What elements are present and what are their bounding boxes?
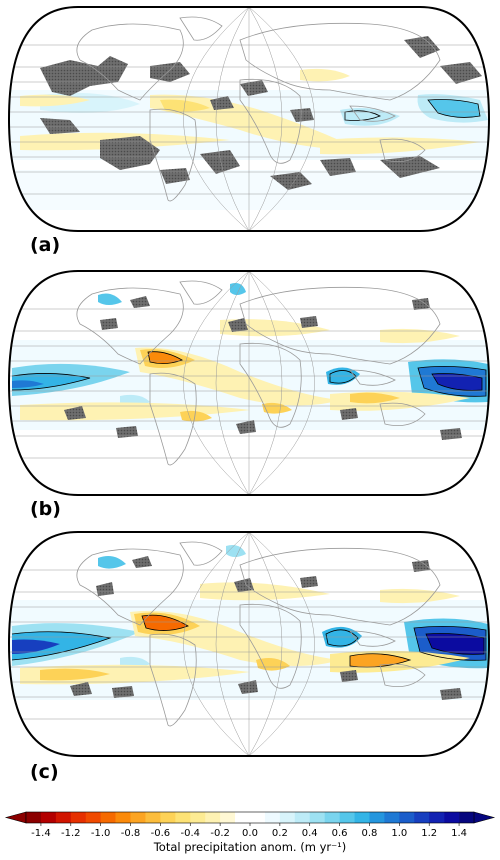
colorbar-cell [279,812,296,823]
panel-label: (b) [30,498,61,520]
anomaly-negative [380,588,460,604]
colorbar-cell [459,812,475,823]
colorbar-tick-label: 0.8 [362,828,378,839]
colorbar-cell [70,812,87,823]
anomaly-negative [300,68,350,82]
anomaly-positive [12,639,60,654]
coastlines [76,541,441,727]
colorbar-tick-label: -0.6 [151,828,171,839]
colorbar-cell [444,812,460,823]
contour-lines [344,99,481,121]
anomaly-negative [20,94,90,107]
colorbar-cell [264,812,281,823]
coastlines [76,280,441,466]
panel-label: (a) [30,234,60,256]
anomaly-negative [200,582,330,601]
map-frame [7,531,491,757]
colorbar-cell [85,812,101,823]
anomaly-positive [226,545,246,557]
anomaly-negative [350,392,400,404]
colorbar-cell [205,812,221,823]
colorbar-cell [369,812,385,823]
colorbar-tick-label: -1.4 [31,828,51,839]
colorbar-tick-label: -0.4 [181,828,201,839]
colorbar-cell [55,812,72,823]
coastlines [76,16,441,202]
colorbar-tick-label: -0.2 [210,828,230,839]
colorbar-cell [324,812,340,823]
colorbar-cell [145,812,161,823]
colorbar-tick-label: -1.0 [91,828,111,839]
colorbar-cell [220,812,236,823]
colorbar-extend-max [473,811,496,824]
colorbar-cell [399,812,415,823]
colorbar-cell [294,812,311,823]
anomaly-negative [148,351,182,364]
anomaly-negative [160,99,210,112]
anomaly-negative [142,615,188,631]
anomaly-negative [320,137,480,155]
colorbar-ticks: -1.4 -1.2 -1.0 -0.8 -0.6 -0.4 -0.2 0.0 0.2 0.4 0.6… [31,823,467,839]
colorbar-cell [160,812,176,823]
anomaly-negative [40,668,110,681]
map-frame [7,6,491,232]
colorbar-cell [250,812,266,823]
colorbar-cell [354,812,370,823]
map-panel-b: (b) [7,270,491,520]
map-frame [7,270,491,496]
colorbar-cell [100,812,116,823]
colorbar-cell [235,812,251,823]
anomaly-positive [12,380,44,388]
anomaly-positive [98,293,122,305]
colorbar: -1.4 -1.2 -1.0 -0.8 -0.6 -0.4 -0.2 0.0 0.2 0.4 0.6… [4,811,496,854]
anomaly-negative [180,410,212,422]
colorbar-cell [130,812,146,823]
panel-label: (c) [30,761,59,783]
colorbar-cell [309,812,325,823]
anomaly-positive [428,99,480,118]
colorbar-tick-label: -1.2 [61,828,81,839]
colorbar-tick-label: 0.4 [302,828,318,839]
colorbar-extend-min [4,811,27,824]
colorbar-tick-label: -0.8 [121,828,141,839]
colorbar-title: Total precipitation anom. (m yr⁻¹) [153,840,347,854]
colorbar-cell [175,812,191,823]
anomaly-negative [262,402,292,414]
colorbar-tick-label: 0.2 [272,828,288,839]
anomaly-positive [230,283,246,295]
colorbar-cells [4,811,496,824]
anomaly-negative [220,319,330,337]
colorbar-cell [339,812,355,823]
colorbar-cell [26,812,42,823]
colorbar-cell [40,812,57,823]
colorbar-cell [429,812,445,823]
colorbar-cell [190,812,206,823]
colorbar-cell [414,812,430,823]
colorbar-tick-label: 0.0 [242,828,258,839]
anomaly-positive [426,633,484,655]
anomaly-positive [98,556,126,569]
colorbar-cell [384,812,400,823]
contour-lines [11,614,487,668]
map-panel-a: (a) [7,6,491,256]
anomaly-negative [380,328,460,344]
map-panel-c: (c) [7,531,491,783]
colorbar-tick-label: 1.0 [391,828,407,839]
colorbar-tick-label: 0.6 [332,828,348,839]
colorbar-tick-label: 1.4 [451,828,467,839]
significance-hatching [70,556,462,700]
anomaly-positive [12,631,110,660]
anomaly-field [9,170,489,210]
colorbar-cell [115,812,131,823]
colorbar-tick-label: 1.2 [421,828,437,839]
significance-hatching [64,296,462,440]
